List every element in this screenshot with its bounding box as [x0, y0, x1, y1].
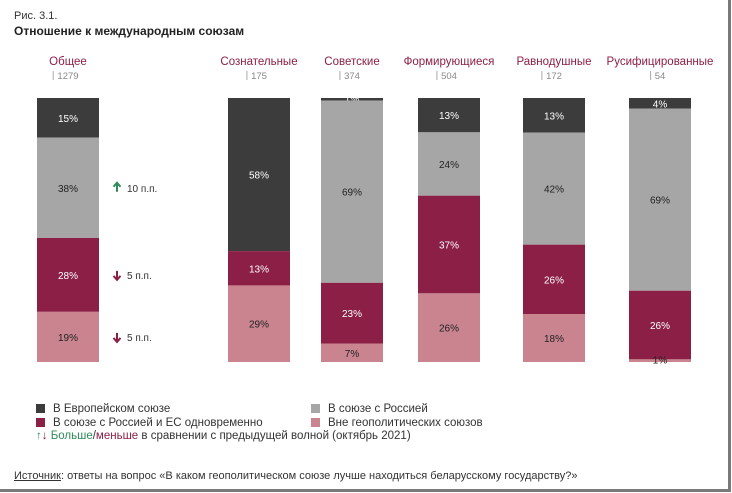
data-label: 26%	[439, 324, 459, 335]
data-label: 26%	[544, 275, 564, 286]
legend-note-rest: в сравнении с предыдущей волной (октябрь…	[138, 430, 411, 442]
legend-note: ↑↓ Больше/меньше в сравнении с предыдуще…	[36, 430, 411, 442]
bar-segment	[228, 251, 290, 286]
legend-note-more: Больше	[50, 430, 93, 442]
source-note: Источник: ответы на вопрос «В каком геоп…	[14, 470, 577, 482]
bar-segment	[523, 244, 585, 314]
down-arrow-icon	[112, 332, 122, 344]
category-label: Сознательные	[220, 56, 297, 68]
data-label: 7%	[345, 349, 360, 360]
legend-swatch-both	[36, 418, 45, 427]
data-label: 18%	[544, 334, 564, 345]
bar-segment	[321, 282, 383, 344]
bar-segment	[523, 314, 585, 362]
legend-item-both: В союзе с Россией и ЕС одновременно	[36, 417, 263, 429]
legend-note-less: меньше	[95, 430, 139, 442]
data-label: 28%	[58, 271, 78, 282]
down-arrow-icon: ↓	[41, 430, 48, 442]
figure-title: Отношение к международным союзам	[14, 24, 245, 38]
legend-label-none: Вне геополитических союзов	[328, 417, 483, 429]
data-label: 13%	[439, 111, 459, 122]
category-label: Формирующиеся	[404, 56, 495, 68]
category-label: Общее	[49, 56, 87, 68]
up-arrow-icon: ↑	[36, 430, 42, 442]
legend-label-russia: В союзе с Россией	[328, 403, 428, 415]
legend-item-eu: В Европейском союзе	[36, 403, 170, 415]
legend-item-russia: В союзе с Россией	[311, 403, 428, 415]
category-label: Равнодушные	[517, 56, 592, 68]
legend-note-sep: /	[92, 430, 96, 442]
legend-swatch-eu	[36, 404, 45, 413]
data-label: 69%	[650, 196, 670, 207]
data-label: 26%	[650, 321, 670, 332]
data-label: 19%	[58, 333, 78, 344]
source-text: : ответы на вопрос «В каком геополитичес…	[60, 470, 578, 482]
data-label: 37%	[439, 241, 459, 252]
bar-segment	[418, 195, 480, 294]
count-label: 504	[441, 71, 457, 82]
bar-segment	[228, 98, 290, 252]
down-arrow-icon	[112, 270, 122, 282]
data-label: 24%	[439, 160, 459, 171]
bar-segment	[629, 108, 691, 291]
count-label: 1279	[57, 71, 78, 82]
data-label: 69%	[342, 188, 362, 199]
change-label: 5 п.п.	[127, 271, 152, 282]
category-label: Советские	[324, 56, 379, 68]
data-label: 42%	[544, 185, 564, 196]
bar-segment	[37, 137, 99, 238]
bar-segment	[37, 311, 99, 362]
count-label: 175	[251, 71, 267, 82]
bar-segment	[321, 98, 383, 101]
data-label: 13%	[249, 264, 269, 275]
bar-segment	[629, 359, 691, 362]
legend-swatch-none	[311, 418, 320, 427]
source-label: Источник	[14, 470, 61, 482]
data-label: 38%	[58, 184, 78, 195]
count-label: 374	[344, 71, 360, 82]
bar-segment	[523, 132, 585, 245]
legend-item-none: Вне геополитических союзов	[311, 417, 483, 429]
bar-segment	[418, 132, 480, 196]
legend-label-both: В союзе с Россией и ЕС одновременно	[53, 417, 263, 429]
data-label: 58%	[249, 171, 269, 182]
change-label: 10 п.п.	[127, 184, 157, 195]
data-label: 4%	[653, 99, 668, 110]
data-label: 13%	[544, 111, 564, 122]
category-label: Русифицированные	[607, 56, 714, 68]
change-label: 5 п.п.	[127, 333, 152, 344]
count-label: 172	[546, 71, 562, 82]
data-label: 1%	[653, 356, 668, 367]
data-label: 29%	[249, 320, 269, 331]
count-label: 54	[655, 71, 666, 82]
figure-label: Рис. 3.1.	[14, 10, 58, 22]
bar-segment	[37, 237, 99, 312]
legend-swatch-russia	[311, 404, 320, 413]
bar-segment	[629, 290, 691, 360]
stacked-bar-chart: Общее 1279 15% 38% 28% 19% 10 п.п. 5 п.п. 5 п.п.…	[37, 56, 714, 367]
bar-segment	[228, 285, 290, 362]
bar-segment	[418, 98, 480, 133]
bar-segment	[321, 100, 383, 283]
data-label: 23%	[342, 309, 362, 320]
bar-segment	[321, 343, 383, 362]
bar-segment	[418, 293, 480, 362]
bar-segment	[523, 98, 585, 133]
data-label: 15%	[58, 114, 78, 125]
up-arrow-icon	[112, 181, 122, 192]
bar-segment	[37, 98, 99, 138]
bar-segment	[629, 98, 691, 109]
data-label: 1%	[345, 94, 360, 105]
legend-label-eu: В Европейском союзе	[53, 403, 171, 415]
